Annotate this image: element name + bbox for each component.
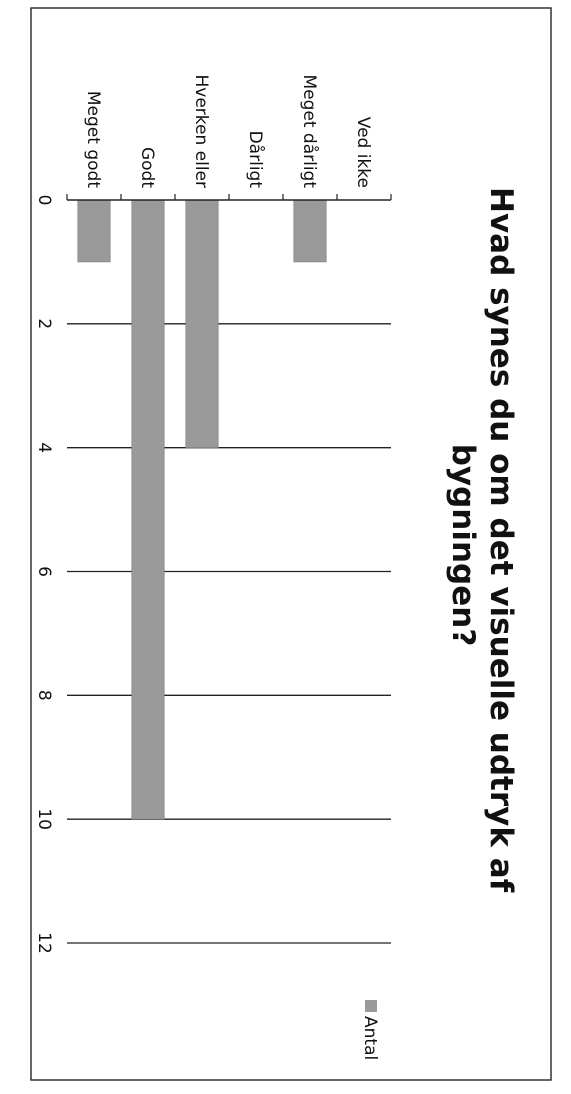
tick-label-8: 8 — [34, 690, 54, 701]
tick-label-12: 12 — [34, 932, 54, 954]
chart-title-line-1: Hvad synes du om det visuelle udtryk af — [483, 187, 519, 893]
bar-5 — [77, 199, 111, 263]
category-label-3: Hverken eller — [191, 74, 211, 188]
chart-title-line-2: bygningen? — [445, 444, 481, 647]
bar-3 — [185, 199, 219, 448]
tick-labels: 0 2 4 6 8 10 12 — [34, 195, 54, 954]
gridlines — [67, 323, 391, 944]
category-label-4: Godt — [137, 147, 157, 188]
tick-label-6: 6 — [34, 566, 54, 577]
tick-label-10: 10 — [34, 808, 54, 830]
bar-1 — [293, 199, 327, 263]
category-label-5: Meget godt — [83, 91, 103, 188]
category-axis — [66, 194, 392, 201]
bar-4 — [131, 199, 165, 820]
category-labels: Ved ikke Meget dårligt Dårligt Hverken elle… — [83, 74, 373, 188]
tick-label-0: 0 — [34, 195, 54, 206]
category-label-2: Dårligt — [245, 131, 266, 189]
category-label-0: Ved ikke — [353, 117, 373, 188]
tick-label-2: 2 — [34, 318, 54, 329]
legend-label: Antal — [360, 1016, 380, 1060]
legend: Antal — [360, 1000, 380, 1060]
legend-swatch — [365, 1000, 377, 1012]
chart-title: Hvad synes du om det visuelle udtryk af … — [445, 187, 519, 903]
tick-label-4: 4 — [34, 442, 54, 453]
category-label-1: Meget dårligt — [299, 74, 320, 188]
